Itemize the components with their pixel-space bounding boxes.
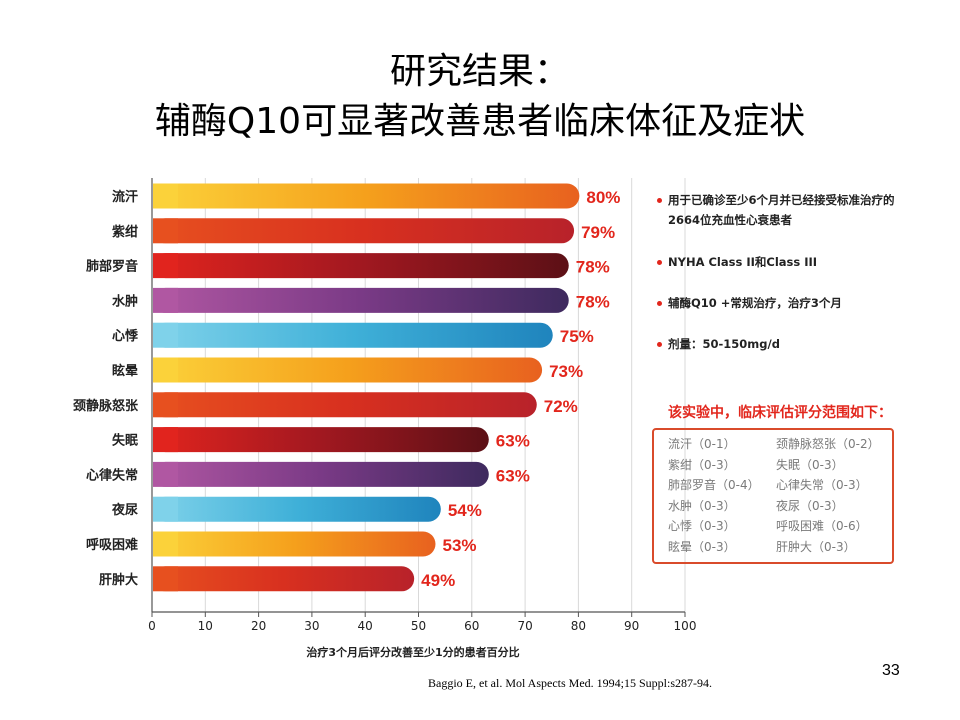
bar-base [153,461,178,487]
score-range-item: 心悸（0-3） [668,519,736,533]
x-tick-label: 60 [464,619,479,633]
value-label: 54% [448,501,482,520]
category-label: 眩晕 [112,363,138,379]
bar-base [153,496,178,522]
bar-base [153,566,178,592]
bar [153,531,436,557]
bullet-dot-icon [657,198,662,203]
slide-title-line2: 辅酶Q10可显著改善患者临床体征及症状 [154,101,806,142]
x-tick-label: 10 [198,619,213,633]
category-label: 失眠 [112,433,138,449]
bullet-dot-icon [657,342,662,347]
value-label: 78% [576,292,610,311]
x-tick-label: 0 [148,619,156,633]
score-range-list: 流汗（0-1） 颈静脉怒张（0-2） 紫绀（0-3） 失眠（0-3） 肺部罗音（0-4）… [668,434,888,557]
bullet-dot-icon [657,260,662,265]
bar [153,322,553,348]
bar [153,496,441,522]
bar [153,253,569,279]
x-axis-label: 治疗3个月后评分改善至少1分的患者百分比 [306,645,519,659]
x-tick-label: 40 [358,619,373,633]
slide-title-line1: 研究结果： [389,51,570,92]
note-2: NYHA Class II和Class III [657,252,817,272]
value-label: 75% [560,327,594,346]
bar-base [153,427,178,453]
category-label: 夜尿 [111,502,138,518]
bar [153,287,569,313]
category-label: 颈静脉怒张 [73,398,139,414]
score-range-item: 颈静脉怒张（0-2） [776,437,880,451]
score-range-item: 眩晕（0-3） [668,539,736,554]
score-range-item: 水肿（0-3） [668,498,736,513]
score-range-item: 失眠（0-3） [776,457,844,472]
bar-base [153,357,178,383]
bar-base [153,531,178,557]
page-number: 33 [882,662,900,679]
category-label: 心悸 [112,328,139,344]
score-range-item: 夜尿（0-3） [776,498,844,513]
bar-base [153,218,178,244]
bar-base [153,287,178,313]
value-label: 78% [576,258,610,277]
x-tick-label: 70 [517,619,532,633]
category-label: 紫绀 [112,224,138,240]
bar [153,218,575,244]
reference-citation: Baggio E, et al. Mol Aspects Med. 1994;1… [428,676,712,690]
score-range-item: 流汗（0-1） [668,437,736,451]
x-tick-label: 100 [674,619,697,633]
bar [153,566,415,592]
bar-base [153,253,178,279]
bar [153,392,537,418]
value-label: 53% [442,536,476,555]
note-1: 用于已确诊至少6个月并已经接受标准治疗的 2664位充血性心衰患者 [657,190,895,230]
x-tick-label: 90 [624,619,639,633]
bar-base [153,183,178,209]
score-range-item: 肝肿大（0-3） [776,539,856,554]
bar-base [153,322,178,348]
score-range-box [652,428,894,564]
bar-base [153,392,178,418]
note-4: 剂量：50-150mg/d [657,334,780,354]
value-label: 80% [586,188,620,207]
note-3: 辅酶Q10 +常规治疗，治疗3个月 [657,293,842,313]
score-range-title: 该实验中，临床评估评分范围如下： [668,405,892,421]
category-label: 流汗 [112,189,138,205]
bullet-dot-icon [657,301,662,306]
x-tick-label: 50 [411,619,426,633]
value-label: 73% [549,362,583,381]
value-label: 63% [496,466,530,485]
score-range-item: 肺部罗音（0-4） [668,478,760,492]
score-range-item: 呼吸困难（0-6） [776,519,868,533]
bar [153,183,580,209]
score-range-item: 心律失常（0-3） [776,478,868,492]
score-range-item: 紫绀（0-3） [668,457,736,472]
value-label: 49% [421,571,455,590]
value-label: 63% [496,432,530,451]
category-label: 呼吸困难 [86,537,138,553]
x-tick-label: 30 [304,619,319,633]
category-label: 水肿 [112,293,138,309]
category-label: 心律失常 [86,467,138,483]
bar [153,357,543,383]
bar [153,461,489,487]
category-label: 肝肿大 [99,572,138,588]
value-label: 79% [581,223,615,242]
value-label: 72% [544,397,578,416]
bar [153,427,489,453]
x-tick-label: 20 [251,619,266,633]
x-tick-label: 80 [571,619,586,633]
category-label: 肺部罗音 [86,259,138,275]
